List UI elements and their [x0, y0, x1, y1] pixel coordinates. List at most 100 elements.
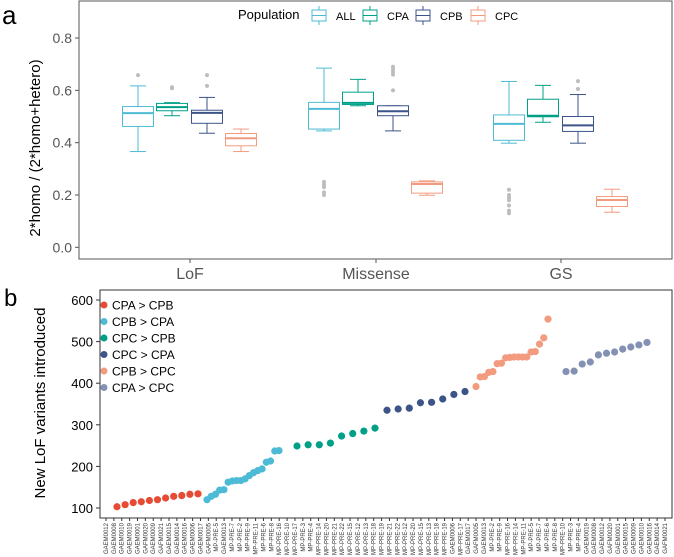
x-tick-label: GAFM0020: [608, 522, 614, 553]
legend-label: CPC > CPB: [112, 332, 176, 346]
legend-item-0: CPA > CPB: [100, 299, 173, 313]
x-tick-label: MP-PRE-6: [545, 522, 551, 551]
x-tick-label: GAFM0005: [474, 522, 480, 553]
x-tick-label: MP-PRE-5: [529, 522, 535, 551]
panel-b-label: b: [4, 285, 17, 312]
outlier-point: [205, 73, 209, 78]
x-tick-label: GAEM0019: [584, 522, 590, 554]
data-point: [643, 338, 651, 347]
data-point: [371, 424, 379, 432]
y-tick-label: 0.8: [53, 30, 73, 46]
data-point: [570, 367, 578, 375]
x-tick-label: GAEM0008: [592, 522, 598, 554]
x-tick-label: GAEM0001: [135, 522, 141, 554]
series-3: [383, 387, 469, 414]
x-tick-label: MP-PRE-19: [380, 522, 386, 555]
panel-b-scatter: 100 200 300 400 500 600 New LoF variants intro…: [32, 289, 673, 555]
x-tick-label: MP-PRE-7: [230, 522, 236, 551]
data-point: [258, 465, 266, 473]
box-iqr: [562, 116, 594, 132]
x-tick-label: GAEM0006: [450, 522, 456, 554]
legend-item-2: CPC > CPB: [100, 332, 176, 346]
x-tick-label: GAEM0019: [128, 522, 134, 554]
data-point: [497, 359, 506, 367]
data-point: [394, 405, 402, 413]
x-tick-label: MP-PRE-22: [340, 522, 346, 555]
x-tick-label: MP-PRE-4: [576, 522, 582, 551]
legend-label: CPC > CPA: [112, 348, 175, 362]
legend-label: ALL: [336, 11, 356, 23]
legend-label: CPA: [387, 11, 409, 23]
data-point: [405, 404, 413, 412]
data-point: [360, 427, 368, 435]
data-point: [162, 494, 170, 502]
series-4: [472, 315, 552, 391]
x-tick-label: GAEM0017: [466, 522, 472, 554]
box-iqr: [596, 196, 628, 207]
y-axis-label: 2*homo / (2*homo+hetero): [27, 59, 44, 236]
box-all-lof: [122, 73, 154, 153]
x-tick-label: GAEM0006: [191, 522, 197, 554]
data-point: [531, 347, 539, 356]
x-tick-label: MP-PRE-6: [261, 522, 267, 551]
data-point: [578, 360, 586, 368]
x-tick-label: GAEM0012: [104, 522, 110, 554]
x-tick-label: MP-PRE-16: [506, 522, 512, 555]
legend-marker: [100, 384, 108, 391]
x-tick-label: MP-PRE-15: [348, 522, 354, 555]
box-cpc-lof: [225, 128, 257, 153]
outlier-point: [391, 72, 395, 77]
x-tick-label: MP-PRE-2: [238, 522, 244, 551]
outlier-point: [507, 203, 511, 208]
outlier-point: [507, 198, 511, 203]
y-tick-label: 600: [71, 293, 93, 308]
x-tick-label: MP-PRE-17: [293, 522, 299, 555]
outlier-point: [576, 87, 580, 92]
legend-item-5: CPA > CPC: [100, 381, 174, 395]
x-tick-label: MP-PRE-11: [521, 522, 527, 554]
data-point: [450, 390, 458, 399]
x-tick-label: MP-PRE-18: [372, 522, 378, 555]
x-tick-label: MP-PRE-13: [364, 522, 370, 555]
outlier-point: [322, 192, 326, 197]
x-tick-label: MP-PRE-10: [285, 522, 291, 555]
legend-item-all: ALL: [311, 6, 356, 25]
box-iqr: [342, 91, 374, 105]
x-tick-label: GAEM0008: [112, 522, 118, 554]
y-tick-label: 200: [71, 459, 93, 474]
box-iqr: [493, 114, 525, 141]
panel-a-label: a: [2, 0, 17, 30]
outlier-point: [507, 187, 511, 192]
data-point: [627, 343, 635, 351]
x-tick-label: MP-PRE-18: [435, 522, 441, 555]
data-point: [153, 496, 162, 504]
legend-item-4: CPB > CPC: [100, 365, 176, 379]
box-all-missense: [308, 67, 340, 197]
x-tick-label: GAEM0017: [198, 522, 204, 554]
series-0: [113, 490, 202, 511]
x-tick-label: MP-PRE-14: [513, 522, 519, 555]
legend-marker: [100, 367, 108, 375]
data-point: [602, 349, 611, 357]
x-tick-label: MP-PRE-4: [309, 522, 315, 551]
legend-item-3: CPC > CPA: [100, 348, 175, 362]
x-tick-label: MP-PRE-20: [411, 522, 417, 555]
x-tick-label: MP-PRE-9: [246, 522, 252, 551]
data-point: [113, 503, 121, 511]
data-point: [194, 490, 202, 498]
data-point: [619, 345, 627, 353]
data-point: [535, 340, 544, 348]
legend-label: CPB > CPA: [112, 315, 174, 329]
box-all-gs: [493, 80, 525, 216]
plot-frame: [99, 289, 673, 519]
x-tick-label: GAEM0014: [175, 522, 181, 554]
data-point: [275, 446, 283, 455]
box-cpa-lof: [156, 85, 188, 117]
x-tick-label: GAFM0021: [159, 522, 165, 553]
legend-label: CPC: [495, 11, 518, 23]
panel-a-boxplot: 0.0 0.2 0.4 0.6 0.8 2*homo / (2*homo+hetero) L…: [27, 0, 673, 283]
y-tick-label: 0.6: [53, 82, 73, 98]
data-point: [337, 432, 346, 440]
box-cpa-missense: [342, 78, 374, 107]
